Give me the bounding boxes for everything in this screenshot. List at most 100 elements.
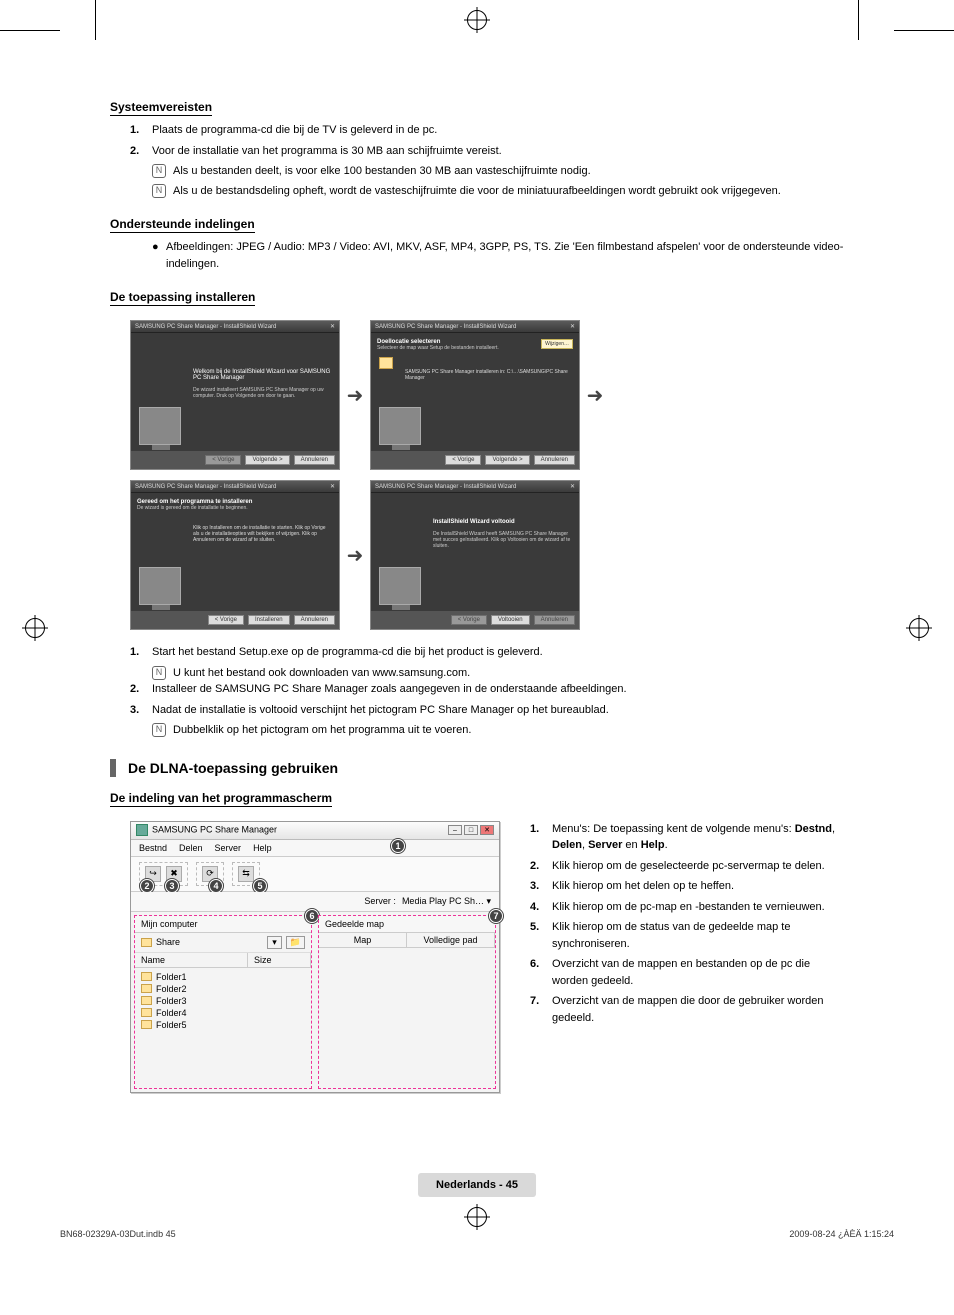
install-button: Installeren bbox=[248, 615, 290, 625]
list-text: Klik hierop om de geselecteerde pc-serve… bbox=[552, 858, 844, 875]
app-screenshot: SAMSUNG PC Share Manager – □ ✕ Bestnd De… bbox=[130, 821, 500, 1093]
maximize-icon: □ bbox=[464, 825, 478, 835]
pane-header: Mijn computer bbox=[135, 916, 311, 933]
app-icon bbox=[136, 824, 148, 836]
bullet: ● bbox=[152, 239, 166, 272]
layout-legend: 1. Menu's: De toepassing kent de volgend… bbox=[530, 821, 844, 1031]
list-text: Plaats de programma-cd die bij de TV is … bbox=[152, 122, 844, 139]
share-path: Share bbox=[156, 937, 263, 947]
installer-heading: Welkom bij de InstallShield Wizard voor … bbox=[193, 369, 333, 381]
section-stripe bbox=[110, 759, 116, 777]
list-number: 7. bbox=[530, 993, 552, 1026]
note-text: Dubbelklik op het pictogram om het progr… bbox=[173, 722, 471, 739]
section-heading-installeren: De toepassing installeren bbox=[110, 290, 255, 306]
list-text: Overzicht van de mappen en bestanden op … bbox=[552, 956, 844, 989]
list-text: Klik hierop om de pc-map en -bestanden t… bbox=[552, 899, 844, 916]
list-text: Nadat de installatie is voltooid verschi… bbox=[152, 702, 844, 719]
installer-title: SAMSUNG PC Share Manager - InstallShield… bbox=[375, 481, 516, 492]
menu-bestnd[interactable]: Bestnd bbox=[139, 843, 167, 853]
list-item[interactable]: Folder3 bbox=[141, 995, 305, 1007]
list-item[interactable]: Folder1 bbox=[141, 971, 305, 983]
section-heading-indeling: De indeling van het programmascherm bbox=[110, 791, 332, 807]
list-number: 5. bbox=[530, 919, 552, 952]
list-text: Start het bestand Setup.exe op de progra… bbox=[152, 644, 844, 661]
server-label: Server : bbox=[364, 896, 396, 906]
close-icon: ✕ bbox=[570, 481, 575, 492]
shared-list bbox=[319, 948, 495, 1088]
installer-title: SAMSUNG PC Share Manager - InstallShield… bbox=[135, 481, 276, 492]
close-icon: ✕ bbox=[330, 481, 335, 492]
installer-text: De InstallShield Wizard heeft SAMSUNG PC… bbox=[433, 531, 573, 549]
dropdown-icon[interactable]: ▾ bbox=[267, 936, 282, 949]
left-pane: Mijn computer Share ▾ 📁 Name Size Folder… bbox=[134, 915, 312, 1089]
monitor-icon bbox=[379, 407, 421, 445]
col-size: Size bbox=[248, 953, 311, 967]
col-name: Name bbox=[135, 953, 248, 967]
list-number: 1. bbox=[130, 122, 152, 139]
list-item[interactable]: Folder4 bbox=[141, 1007, 305, 1019]
list-item[interactable]: Folder2 bbox=[141, 983, 305, 995]
app-title: SAMSUNG PC Share Manager bbox=[152, 824, 277, 834]
note-icon: N bbox=[152, 666, 166, 680]
systeem-content: 1. Plaats de programma-cd die bij de TV … bbox=[110, 122, 844, 199]
cancel-button: Annuleren bbox=[294, 455, 335, 465]
list-number: 2. bbox=[130, 143, 152, 160]
list-item[interactable]: Folder5 bbox=[141, 1019, 305, 1031]
installer-step-done: SAMSUNG PC Share Manager - InstallShield… bbox=[370, 480, 580, 630]
note-icon: N bbox=[152, 164, 166, 178]
back-button: < Vorige bbox=[445, 455, 481, 465]
sync-icon[interactable]: ⇆ bbox=[238, 866, 254, 882]
folder-list: Folder1Folder2Folder3Folder4Folder5 bbox=[135, 968, 311, 1088]
bullet-text: Afbeeldingen: JPEG / Audio: MP3 / Video:… bbox=[166, 239, 844, 272]
next-button: Volgende > bbox=[245, 455, 289, 465]
installeren-steps: 1. Start het bestand Setup.exe op de pro… bbox=[110, 644, 844, 739]
menu-delen[interactable]: Delen bbox=[179, 843, 203, 853]
folder-icon bbox=[141, 938, 152, 947]
col-map: Map bbox=[319, 933, 407, 947]
installer-screenshots: SAMSUNG PC Share Manager - InstallShield… bbox=[130, 320, 844, 630]
server-dropdown[interactable]: Media Play PC Sh… ▾ bbox=[402, 896, 491, 907]
list-number: 2. bbox=[530, 858, 552, 875]
monitor-icon bbox=[139, 407, 181, 445]
pane-header: Gedeelde map bbox=[319, 916, 495, 933]
installer-step-welcome: SAMSUNG PC Share Manager - InstallShield… bbox=[130, 320, 340, 470]
list-number: 6. bbox=[530, 956, 552, 989]
up-folder-button[interactable]: 📁 bbox=[286, 936, 305, 949]
list-text: Menu's: De toepassing kent de volgende m… bbox=[552, 821, 844, 854]
change-button: Wijzigen… bbox=[541, 339, 573, 349]
toolbar: ↪ ✖ ⟳ ⇆ 2 3 4 5 bbox=[131, 857, 499, 892]
callout-3: 3 bbox=[165, 879, 179, 893]
cancel-button: Annuleren bbox=[294, 615, 335, 625]
close-icon: ✕ bbox=[480, 825, 494, 835]
menu-help[interactable]: Help bbox=[253, 843, 272, 853]
note-icon: N bbox=[152, 184, 166, 198]
installer-step-destination: SAMSUNG PC Share Manager - InstallShield… bbox=[370, 320, 580, 470]
server-row: Server : Media Play PC Sh… ▾ bbox=[131, 892, 499, 912]
arrow-icon: ➜ bbox=[340, 543, 370, 568]
list-text: Overzicht van de mappen die door de gebr… bbox=[552, 993, 844, 1026]
back-button: < Vorige bbox=[208, 615, 244, 625]
list-number: 3. bbox=[130, 702, 152, 719]
installer-text: De wizard is gereed om de installatie te… bbox=[137, 505, 333, 511]
list-number: 2. bbox=[130, 681, 152, 698]
finish-button: Voltooien bbox=[491, 615, 530, 625]
installer-step-ready: SAMSUNG PC Share Manager - InstallShield… bbox=[130, 480, 340, 630]
monitor-icon bbox=[379, 567, 421, 605]
callout-2: 2 bbox=[140, 879, 154, 893]
callout-6: 6 bbox=[305, 909, 319, 923]
installer-title: SAMSUNG PC Share Manager - InstallShield… bbox=[375, 321, 516, 332]
cancel-button: Annuleren bbox=[534, 615, 575, 625]
menubar: Bestnd Delen Server Help 1 bbox=[131, 840, 499, 857]
col-path: Volledige pad bbox=[407, 933, 495, 947]
list-number: 1. bbox=[130, 644, 152, 661]
section-heading-ondersteund: Ondersteunde indelingen bbox=[110, 217, 255, 233]
note-icon: N bbox=[152, 723, 166, 737]
list-text: Voor de installatie van het programma is… bbox=[152, 143, 844, 160]
list-number: 1. bbox=[530, 821, 552, 854]
footer-timestamp: 2009-08-24 ¿ÀÈÄ 1:15:24 bbox=[789, 1229, 894, 1239]
installer-title: SAMSUNG PC Share Manager - InstallShield… bbox=[135, 321, 276, 332]
ondersteund-content: ● Afbeeldingen: JPEG / Audio: MP3 / Vide… bbox=[110, 239, 844, 272]
menu-server[interactable]: Server bbox=[215, 843, 242, 853]
next-button: Volgende > bbox=[485, 455, 529, 465]
note-text: U kunt het bestand ook downloaden van ww… bbox=[173, 665, 470, 682]
